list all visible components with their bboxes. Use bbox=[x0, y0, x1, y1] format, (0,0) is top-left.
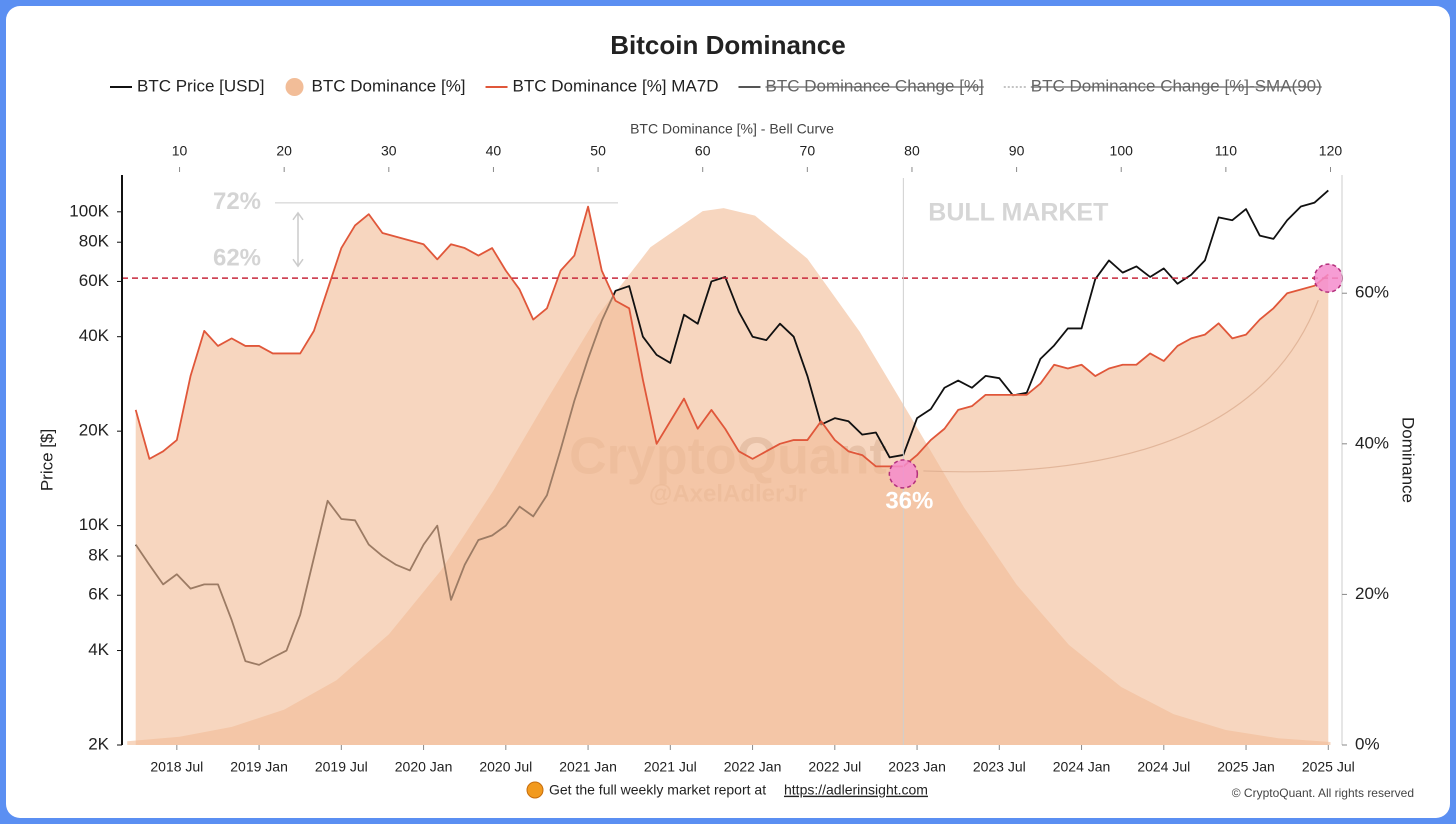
x-tick-label: 2025 Jan bbox=[1217, 759, 1275, 775]
top-tick-label: 80 bbox=[904, 143, 920, 159]
y-tick-label: 20K bbox=[79, 421, 110, 440]
x-tick-label: 2020 Jan bbox=[395, 759, 453, 775]
legend-symbol bbox=[285, 78, 304, 96]
x-tick-label: 2019 Jan bbox=[230, 759, 288, 775]
x-tick-label: 2018 Jul bbox=[150, 759, 203, 775]
y-tick-label: 2K bbox=[88, 734, 109, 753]
highlight bbox=[1313, 263, 1344, 293]
x-tick-label: 2022 Jul bbox=[808, 759, 861, 775]
copyright: © CryptoQuant. All rights reserved bbox=[1232, 786, 1414, 800]
y2-tick-label: 0% bbox=[1355, 734, 1380, 753]
top-tick-label: 50 bbox=[590, 143, 606, 159]
footer-text: Get the full weekly market report at bbox=[549, 782, 766, 798]
x-tick-label: 2025 Jul bbox=[1302, 759, 1355, 775]
dominance-area bbox=[135, 206, 1329, 746]
y-tick-label: 4K bbox=[88, 640, 109, 659]
marker-label: BULL MARKET bbox=[928, 199, 1108, 227]
legend-label[interactable]: BTC Dominance [%] bbox=[312, 76, 466, 95]
y2-axis-title: Dominance bbox=[1399, 417, 1418, 503]
top-tick-label: 20 bbox=[276, 143, 292, 159]
legend-label[interactable]: BTC Dominance Change [%] bbox=[765, 76, 983, 95]
highlight-label: 36% bbox=[885, 487, 933, 514]
legend-label[interactable]: BTC Dominance Change [%]-SMA(90) bbox=[1031, 76, 1322, 95]
x-tick-label: 2023 Jan bbox=[888, 759, 946, 775]
x-tick-label: 2024 Jul bbox=[1137, 759, 1190, 775]
top-tick-label: 30 bbox=[381, 143, 397, 159]
top-tick-label: 90 bbox=[1009, 143, 1025, 159]
y-tick-label: 8K bbox=[88, 546, 109, 565]
top-tick-label: 110 bbox=[1215, 143, 1238, 159]
x-tick-label: 2021 Jan bbox=[559, 759, 617, 775]
y2-tick-label: 20% bbox=[1355, 584, 1389, 603]
reference-label: 62% bbox=[213, 245, 261, 272]
y2-tick-label: 40% bbox=[1355, 433, 1389, 452]
footer-icon bbox=[526, 781, 544, 799]
top-tick-label: 10 bbox=[172, 143, 188, 159]
top-tick-label: 40 bbox=[486, 143, 502, 159]
chart-title: Bitcoin Dominance bbox=[610, 30, 845, 60]
x-tick-label: 2022 Jan bbox=[724, 759, 782, 775]
top-tick-label: 70 bbox=[800, 143, 816, 159]
top-axis-title: BTC Dominance [%] - Bell Curve bbox=[630, 121, 834, 137]
x-tick-label: 2023 Jul bbox=[973, 759, 1026, 775]
x-tick-label: 2024 Jan bbox=[1053, 759, 1111, 775]
top-tick-label: 60 bbox=[695, 143, 711, 159]
legend-label[interactable]: BTC Price [USD] bbox=[137, 76, 265, 95]
top-tick-label: 100 bbox=[1110, 143, 1134, 159]
highlight bbox=[888, 459, 919, 489]
series-line bbox=[134, 205, 1329, 468]
y-tick-label: 100K bbox=[69, 201, 109, 220]
footer-link[interactable]: https://adlerinsight.com bbox=[784, 782, 928, 798]
x-tick-label: 2020 Jul bbox=[479, 759, 532, 775]
y-axis-title: Price [$] bbox=[37, 429, 56, 491]
range-arrow bbox=[292, 211, 304, 268]
y2-tick-label: 60% bbox=[1355, 283, 1389, 302]
y-tick-label: 40K bbox=[79, 326, 110, 345]
y-tick-label: 60K bbox=[79, 271, 110, 290]
y-tick-label: 80K bbox=[79, 232, 110, 251]
top-tick-label: 120 bbox=[1319, 143, 1343, 159]
x-tick-label: 2021 Jul bbox=[644, 759, 697, 775]
legend-label[interactable]: BTC Dominance [%] MA7D bbox=[513, 76, 719, 95]
trend-arrow bbox=[923, 299, 1319, 473]
reference-label: 72% bbox=[213, 188, 261, 215]
x-tick-label: 2019 Jul bbox=[315, 759, 368, 775]
y-tick-label: 10K bbox=[79, 515, 110, 534]
y-tick-label: 6K bbox=[88, 585, 109, 604]
